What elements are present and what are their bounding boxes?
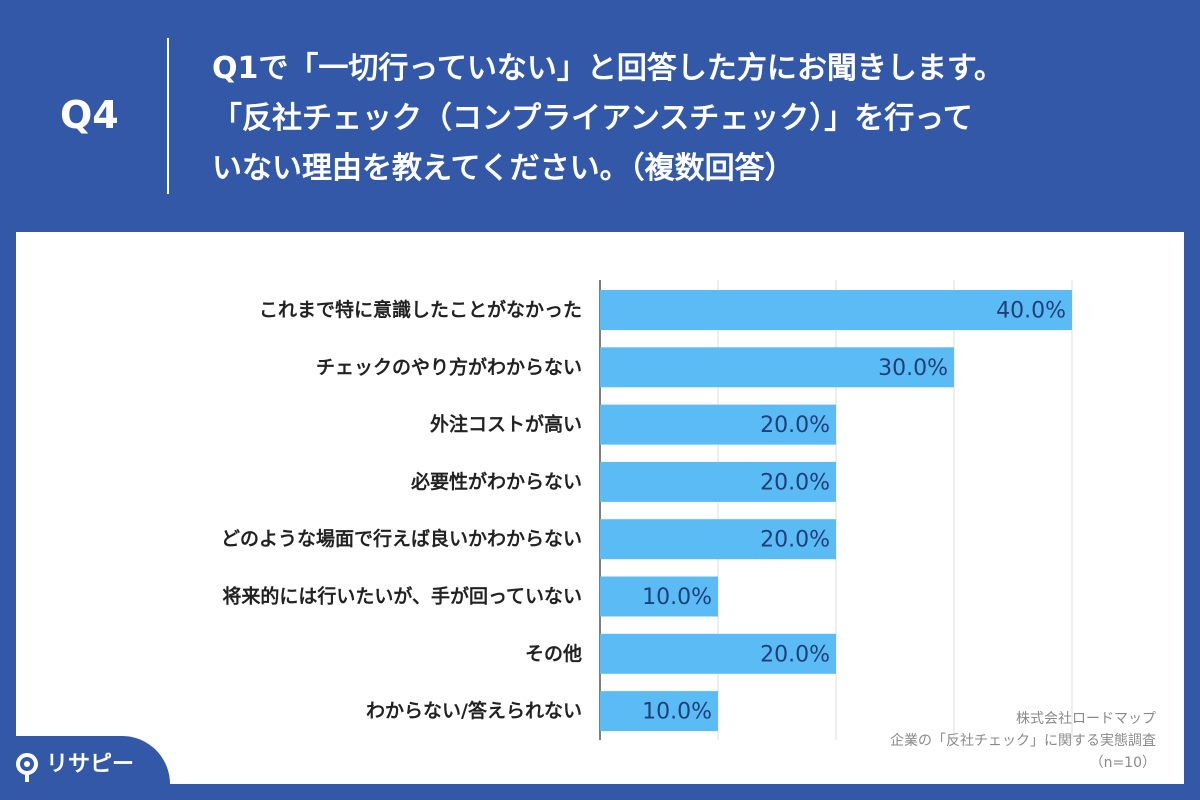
value-labels: 40.0% 30.0% 20.0% 20.0% 20.0% 10.0% 20.0% 10.0% [642,299,1066,725]
logo: リサピー [0,736,170,800]
question-line: 「反社チェック（コンプライアンスチェック）」を行って [212,101,973,136]
bar [600,519,836,560]
bar [600,404,836,445]
category-labels: これまで特に意識したことがなかったチェックのやり方がわからない外注コストが高い必… [221,298,582,722]
header-divider [167,38,169,194]
value-label: 20.0% [760,413,830,438]
category-label: わからない/答えられない [366,699,582,722]
bar [600,576,718,617]
category-label: その他 [525,642,582,665]
bar [600,691,718,732]
bar [600,461,836,502]
category-label: 将来的には行いたいが、手が回っていない [222,585,582,608]
bars [600,290,1072,732]
source-line: 企業の「反社チェック」に関する実態調査 [890,733,1156,749]
source-line: 株式会社ロードマップ [1016,711,1156,727]
value-label: 20.0% [760,642,830,667]
value-label: 20.0% [760,470,830,495]
category-label: 外注コストが高い [430,413,582,436]
bar [600,290,1072,330]
value-label: 40.0% [996,299,1066,324]
bar-chart: これまで特に意識したことがなかったチェックのやり方がわからない外注コストが高い必… [221,280,1073,740]
bar [600,347,954,388]
header: Q4 Q1で「一切行っていない」と回答した方にお聞きします。 「反社チェック（コ… [0,0,1200,232]
source-note: 株式会社ロードマップ 企業の「反社チェック」に関する実態調査 （n=10） [736,708,1156,774]
category-label: チェックのやり方がわからない [316,355,582,378]
chart-panel: これまで特に意識したことがなかったチェックのやり方がわからない外注コストが高い必… [16,232,1184,784]
category-label: これまで特に意識したことがなかった [259,298,582,321]
question-number: Q4 [60,93,119,137]
category-label: どのような場面で行えば良いかわからない [221,527,582,550]
category-label: 必要性がわからない [410,470,582,493]
question-text: Q1で「一切行っていない」と回答した方にお聞きします。 「反社チェック（コンプラ… [212,44,1172,194]
logo-text: リサピー [46,752,135,777]
value-label: 20.0% [760,528,830,553]
question-line: Q1で「一切行っていない」と回答した方にお聞きします。 [212,51,1004,86]
pin-icon [16,753,38,782]
value-label: 30.0% [878,356,948,381]
value-label: 10.0% [642,585,712,610]
bar [600,633,836,674]
source-line: （n=10） [1089,755,1156,771]
question-line: いない理由を教えてください。（複数回答） [212,151,795,186]
value-label: 10.0% [642,700,712,725]
